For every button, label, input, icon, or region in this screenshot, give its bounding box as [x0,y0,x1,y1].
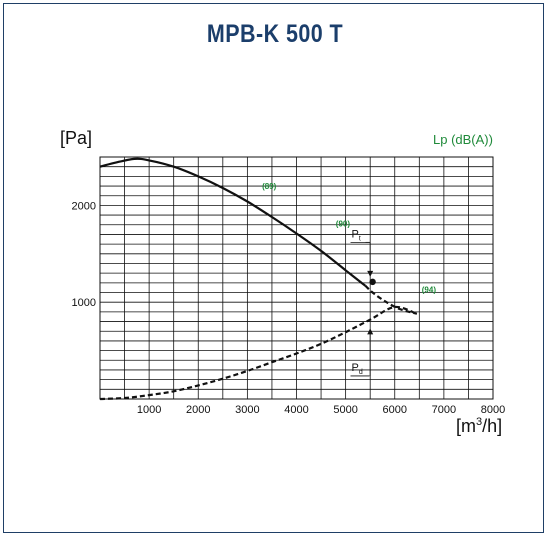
x-axis-label-base: [m [456,416,476,436]
pressure-label: Pd [352,362,363,376]
sound-level-label: (90) [336,220,351,229]
operating-point [369,278,376,286]
series-line-pd [99,305,418,401]
plot-border [99,156,494,400]
x-axis-label-tail: /h] [482,416,502,436]
x-axis-label-sup: 3 [476,416,482,428]
x-tick-label: 5000 [333,404,357,416]
x-axis-label: [m3/h] [456,416,502,436]
series-line-pt-extension [364,284,418,315]
x-tick-label: 4000 [284,404,308,416]
x-tick-label: 3000 [235,404,259,416]
pressure-label: Pt [352,228,361,242]
grid [99,156,494,400]
x-tick-label: 6000 [383,404,407,416]
pt-arrow-head [367,270,374,277]
axes [99,156,494,400]
chart-frame [3,3,544,533]
series-group [99,157,418,401]
sound-level-label: (89) [262,182,277,191]
x-tick-label: 8000 [481,404,505,416]
y-tick-label: 1000 [72,297,96,309]
series-line-pt [99,157,366,287]
x-tick-label: 7000 [432,404,456,416]
sound-level-label: (94) [422,286,437,295]
y-axis-label: [Pa] [60,128,92,148]
chart-title: MPB-K 500 T [206,20,344,48]
x-tick-label: 2000 [186,404,210,416]
labels-group: 1000 2000 3000 4000 5000 6000 7000 8000 1000 2000… [72,182,506,416]
right-axis-label: Lp (dB(A)) [433,132,493,147]
pd-arrow-head [367,328,374,335]
y-tick-label: 2000 [72,200,96,212]
x-tick-label: 1000 [137,404,161,416]
